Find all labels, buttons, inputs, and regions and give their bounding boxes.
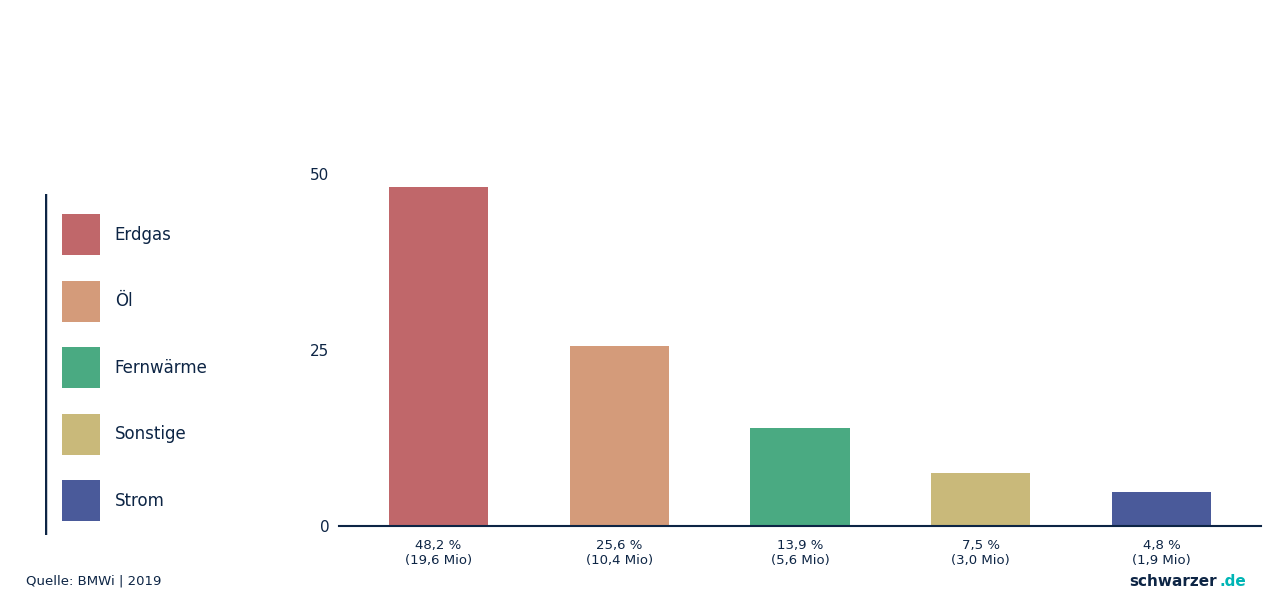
Bar — [389, 186, 488, 526]
Bar — [63, 347, 100, 388]
Text: .de: .de — [1220, 574, 1247, 589]
Text: Fernwärme: Fernwärme — [115, 359, 207, 377]
Text: Öl: Öl — [115, 292, 132, 310]
Bar — [1112, 492, 1211, 526]
Bar — [931, 473, 1030, 526]
Bar — [63, 214, 100, 255]
Text: Fast jede zweite deutsche Wohnung wird mit Erdgas beheizt: Fast jede zweite deutsche Wohnung wird m… — [389, 65, 891, 84]
Text: Erdgas ist bundesweit Energieträger Nr. 1 für ein warmes Zuhause: Erdgas ist bundesweit Energieträger Nr. … — [91, 17, 1189, 44]
Text: Strom: Strom — [115, 492, 165, 510]
Text: ENERGIETRÄGER GESAMT: 40,6 MIO.: ENERGIETRÄGER GESAMT: 40,6 MIO. — [362, 124, 673, 141]
Bar — [63, 414, 100, 455]
Text: ENERGIETRÄGER: ENERGIETRÄGER — [65, 167, 195, 181]
Bar — [570, 346, 669, 526]
Bar — [63, 480, 100, 522]
Text: Sonstige: Sonstige — [115, 426, 187, 443]
Text: Erdgas: Erdgas — [115, 226, 172, 244]
Bar — [750, 428, 850, 526]
Bar — [63, 281, 100, 322]
Text: schwarzer: schwarzer — [1130, 574, 1217, 589]
Text: Quelle: BMWi | 2019: Quelle: BMWi | 2019 — [26, 574, 161, 588]
